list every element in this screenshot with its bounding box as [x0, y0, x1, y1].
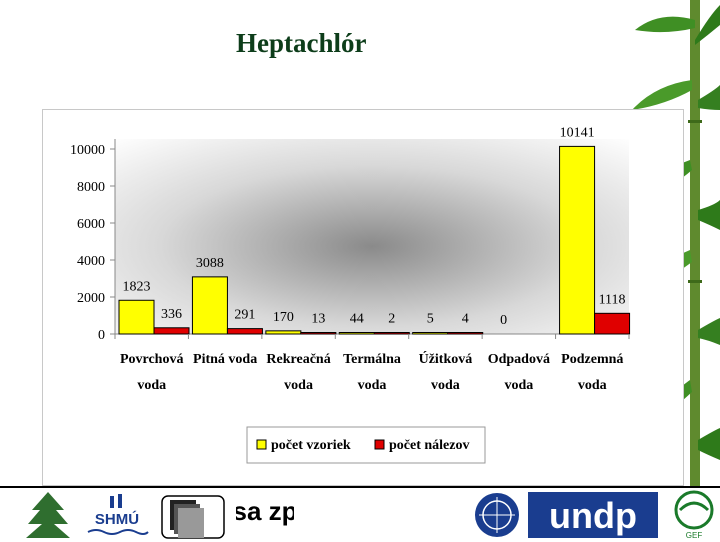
data-label: 44: [350, 312, 364, 327]
undp-logo-text: undp: [549, 495, 637, 536]
legend-box: [246, 426, 486, 464]
data-label: 3088: [196, 256, 224, 271]
bar: [594, 312, 631, 335]
y-tick-label: 0: [98, 328, 105, 343]
bar: [153, 327, 190, 335]
gef-logo-text: GEF: [686, 531, 703, 540]
x-category-label: Termálna: [343, 352, 401, 367]
shmu-logo-text: SHMÚ: [95, 510, 139, 528]
data-label: 336: [161, 307, 182, 322]
tree-logo: [26, 492, 70, 538]
sazp-logo-text: sa zp: [236, 496, 294, 526]
un-emblem-logo: [475, 493, 519, 537]
y-tick-label: 6000: [77, 217, 105, 232]
x-category-label: voda: [358, 378, 387, 393]
sazp-logo: sa zp: [236, 496, 294, 526]
bar: [265, 330, 302, 335]
y-tick-label: 4000: [77, 254, 105, 269]
data-label: 5: [427, 312, 434, 327]
bar: [412, 332, 449, 335]
legend-label: počet nálezov: [389, 438, 469, 453]
y-tick-label: 2000: [77, 291, 105, 306]
logo-strip: SHMÚ sa zp undp GEF: [0, 486, 720, 542]
x-category-label: voda: [137, 378, 166, 393]
legend-swatch: [374, 439, 385, 450]
shmu-logo: SHMÚ: [87, 494, 149, 535]
data-label: 13: [311, 312, 325, 327]
x-category-label: Rekreačná: [266, 352, 330, 367]
x-category-label: Podzemná: [561, 352, 623, 367]
slide-title: Heptachlór: [236, 28, 367, 58]
y-tick-label: 8000: [77, 180, 105, 195]
x-category-label: Úžitková: [419, 350, 473, 367]
gef-logo: GEF: [674, 490, 714, 540]
legend-label: počet vzoriek: [271, 438, 351, 453]
bar: [447, 332, 484, 335]
bar: [226, 328, 263, 335]
x-category-label: Odpadová: [488, 352, 550, 367]
data-label: 170: [273, 310, 294, 325]
data-label: 1118: [599, 292, 626, 307]
bar: [338, 332, 375, 335]
legend-swatch: [256, 439, 267, 450]
data-label: 1823: [123, 279, 151, 294]
data-label: 0: [500, 313, 507, 328]
undp-logo: undp: [528, 492, 658, 538]
bar: [300, 332, 337, 335]
bar-chart: 0 2000 4000 6000 8000 10000 1823 336 Povrchová vo…: [70, 125, 631, 464]
x-category-label: voda: [504, 378, 533, 393]
data-label: 10141: [560, 125, 595, 140]
data-label: 2: [388, 312, 395, 327]
y-tick-label: 10000: [70, 143, 105, 158]
x-category-label: Pitná voda: [193, 352, 257, 367]
chart-frame: 0 2000 4000 6000 8000 10000 1823 336 Povrchová vo…: [42, 109, 684, 486]
book-logo: [161, 495, 225, 539]
bar: [118, 299, 155, 335]
bar: [559, 145, 596, 335]
x-category-label: voda: [431, 378, 460, 393]
data-label: 4: [462, 312, 469, 327]
x-category-label: voda: [284, 378, 313, 393]
x-category-label: Povrchová: [120, 352, 184, 367]
x-category-label: voda: [578, 378, 607, 393]
bar: [373, 332, 410, 335]
bar: [191, 276, 228, 335]
data-label: 291: [234, 308, 255, 323]
